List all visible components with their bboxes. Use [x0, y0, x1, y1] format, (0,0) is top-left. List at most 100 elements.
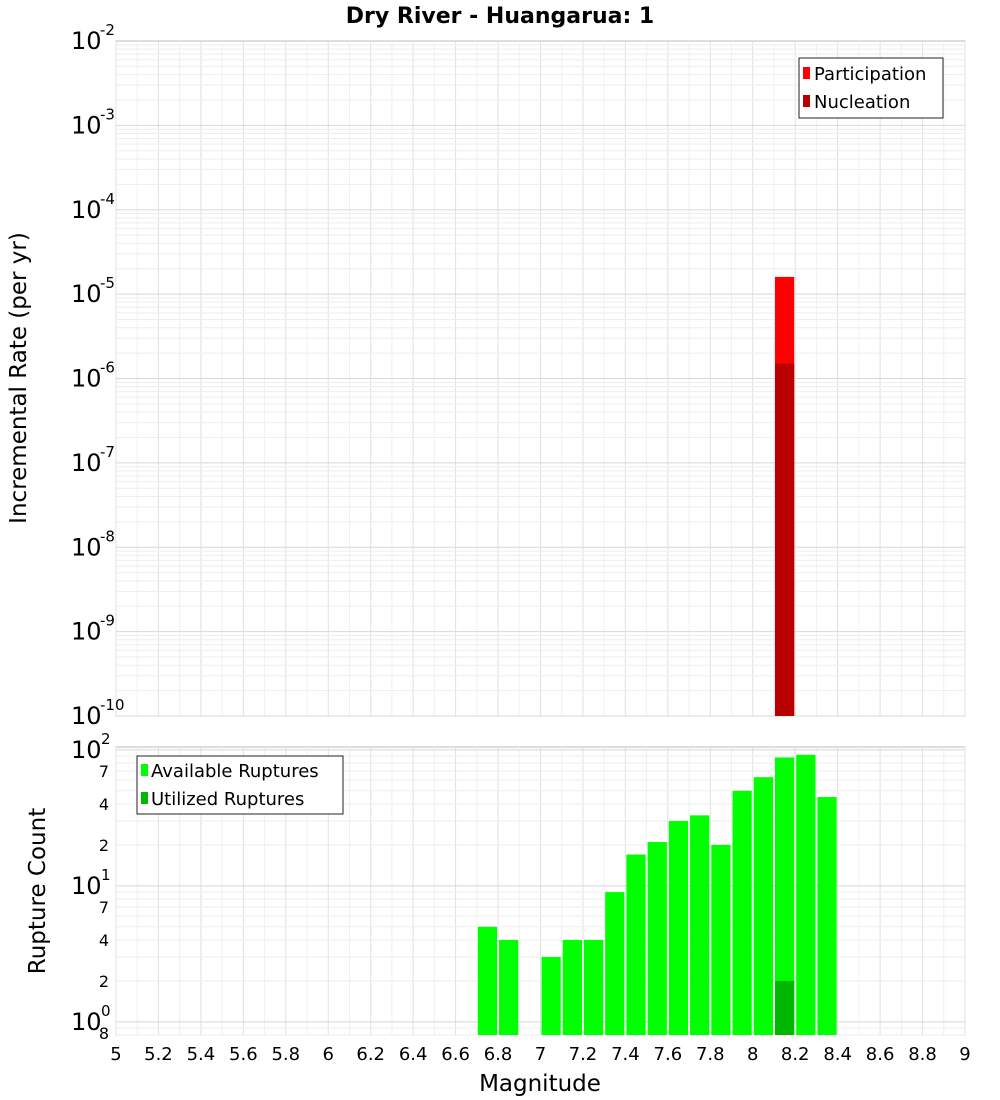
top-gridlines [115, 41, 966, 717]
svg-text:-6: -6 [100, 359, 115, 377]
legend-swatch-nucleation [803, 95, 810, 107]
bottom-y-axis-label: Rupture Count [25, 808, 51, 974]
bottom-legend-box [136, 755, 344, 815]
svg-text:-2: -2 [100, 21, 115, 39]
bottom-y-tick-label: 10 2 [71, 730, 111, 764]
svg-text:10: 10 [71, 702, 102, 730]
chart-title: Dry River - Huangarua: 1 [346, 4, 654, 29]
svg-text:10: 10 [71, 618, 102, 646]
svg-text:10: 10 [71, 111, 102, 139]
x-tick-label: 6.6 [441, 1044, 470, 1065]
top-legend-box [798, 57, 944, 119]
bar-utilized-ruptures [774, 980, 795, 1035]
x-tick-label: 6.8 [484, 1044, 513, 1065]
top-y-tick-label: 10-9 [71, 612, 115, 646]
x-tick-label: 5.4 [187, 1044, 216, 1065]
bottom-y-minor-tick-label: 7 [99, 898, 109, 917]
x-tick-label: 7.4 [611, 1044, 640, 1065]
x-tick-label: 6.2 [356, 1044, 385, 1065]
svg-text:-5: -5 [100, 274, 115, 292]
x-tick-label: 8 [747, 1044, 758, 1065]
x-tick-label: 5.8 [271, 1044, 300, 1065]
x-tick-label: 7.6 [654, 1044, 683, 1065]
svg-text:10: 10 [71, 533, 102, 561]
bar-nucleation [774, 363, 795, 716]
bottom-y-minor-tick-label: 7 [99, 762, 109, 781]
legend-label-available: Available Ruptures [151, 761, 319, 782]
legend-swatch-utilized [141, 792, 148, 804]
top-legend: Participation Nucleation [798, 57, 944, 119]
bar-available-ruptures [562, 939, 582, 1035]
svg-text:-10: -10 [100, 696, 125, 714]
x-tick-label: 8.8 [908, 1044, 937, 1065]
legend-label-nucleation: Nucleation [814, 92, 910, 113]
x-tick-labels: 5 5.2 5.4 5.6 5.8 6 6.2 6.4 6.6 6.8 7 7.2 7.4 7.6 7.8 8… [110, 1044, 970, 1065]
svg-text:2: 2 [101, 730, 111, 748]
x-tick-label: 8.2 [781, 1044, 810, 1065]
svg-text:10: 10 [71, 736, 102, 764]
bar-available-ruptures [583, 939, 604, 1035]
top-y-tick-label: 10-6 [71, 359, 115, 393]
x-tick-label: 9 [959, 1044, 970, 1065]
bar-available-ruptures [732, 790, 752, 1035]
x-tick-label: 6.4 [399, 1044, 428, 1065]
legend-swatch-participation [803, 67, 810, 79]
x-tick-label: 5.6 [229, 1044, 258, 1065]
svg-text:10: 10 [71, 196, 102, 224]
bottom-y-tick-label: 10 0 [71, 1002, 111, 1036]
top-y-tick-label: 10-3 [71, 105, 115, 139]
bar-available-ruptures [647, 842, 667, 1035]
svg-text:10: 10 [71, 1008, 102, 1036]
x-tick-label: 5.2 [144, 1044, 173, 1065]
bottom-y-minor-tick-label: 4 [99, 795, 109, 814]
bottom-y-minor-tick-label: 4 [99, 931, 109, 950]
bar-available-ruptures [817, 797, 837, 1035]
bottom-y-minor-tick-label: 8 [99, 1024, 109, 1043]
bottom-y-minor-tick-label: 2 [99, 972, 109, 991]
svg-text:10: 10 [71, 872, 102, 900]
bar-available-ruptures [499, 939, 519, 1035]
x-tick-label: 5 [110, 1044, 121, 1065]
legend-swatch-available [141, 764, 148, 776]
bar-available-ruptures [711, 844, 731, 1035]
bar-available-ruptures [774, 757, 795, 1035]
top-y-tick-label: 10-7 [71, 443, 115, 477]
bar-available-ruptures [690, 815, 710, 1035]
x-tick-label: 6 [323, 1044, 334, 1065]
svg-text:10: 10 [71, 280, 102, 308]
top-panel: 10-210-310-410-510-610-710-810-910-10 In… [6, 21, 966, 730]
svg-text:-8: -8 [100, 527, 115, 545]
top-y-tick-label: 10-2 [71, 21, 115, 55]
x-tick-label: 7.2 [569, 1044, 598, 1065]
x-tick-label: 7 [535, 1044, 546, 1065]
top-y-axis-label: Incremental Rate (per yr) [6, 232, 32, 524]
x-tick-label: 8.4 [823, 1044, 852, 1065]
top-y-tick-label: 10-4 [71, 190, 115, 224]
top-y-tick-label: 10-10 [71, 696, 125, 730]
x-axis-label: Magnitude [479, 1071, 601, 1097]
bar-available-ruptures [796, 754, 816, 1035]
bar-available-ruptures [477, 926, 498, 1035]
top-bars [774, 276, 795, 716]
bar-available-ruptures [668, 820, 689, 1035]
svg-text:-7: -7 [100, 443, 115, 461]
svg-text:0: 0 [101, 1002, 111, 1020]
bottom-bars [477, 754, 837, 1035]
x-tick-label: 8.6 [866, 1044, 895, 1065]
bottom-y-minor-tick-label: 2 [99, 836, 109, 855]
legend-label-participation: Participation [814, 64, 926, 85]
top-y-tick-label: 10-5 [71, 274, 115, 308]
top-y-tick-label: 10-8 [71, 527, 115, 561]
svg-text:-9: -9 [100, 612, 115, 630]
bar-available-ruptures [626, 854, 646, 1035]
svg-text:10: 10 [71, 27, 102, 55]
bar-available-ruptures [605, 892, 625, 1035]
legend-label-utilized: Utilized Ruptures [151, 789, 304, 810]
top-y-tick-labels: 10-210-310-410-510-610-710-810-910-10 [71, 21, 125, 730]
bottom-legend: Available Ruptures Utilized Ruptures [136, 755, 344, 815]
svg-text:-3: -3 [100, 105, 115, 123]
x-tick-label: 7.8 [696, 1044, 725, 1065]
